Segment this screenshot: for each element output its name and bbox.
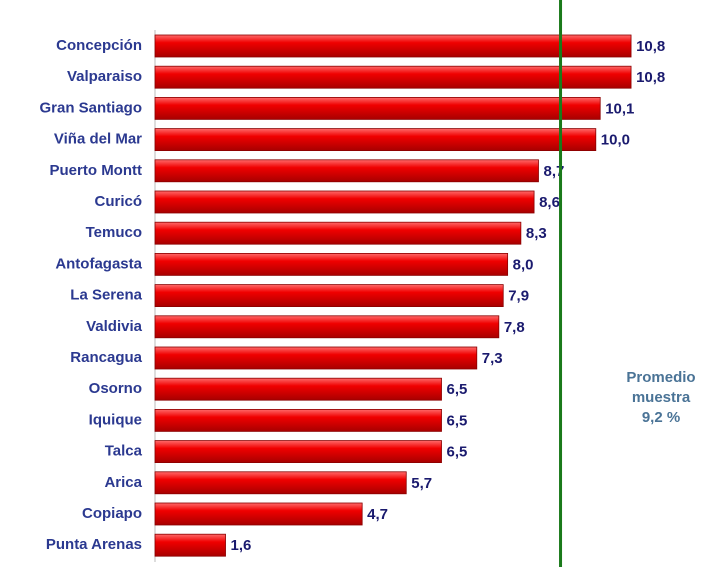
data-label: 7,9 (508, 288, 529, 305)
y-tick-label: Gran Santiago (39, 99, 142, 116)
data-label: 10,0 (601, 132, 630, 149)
data-label: 10,1 (605, 100, 634, 117)
bar (154, 440, 442, 464)
y-tick-label: Concepción (56, 37, 142, 54)
y-tick-label: Valparaiso (67, 68, 142, 85)
data-label: 10,8 (636, 38, 665, 55)
y-tick-label: Arica (104, 474, 142, 491)
y-tick-label: Talca (105, 443, 143, 460)
y-tick-label: Temuco (86, 224, 142, 241)
y-tick-label: Puerto Montt (50, 162, 142, 179)
bar (154, 97, 601, 120)
data-label: 6,5 (447, 381, 468, 398)
y-tick-label: Viña del Mar (54, 131, 142, 148)
data-label: 8,0 (513, 256, 534, 273)
y-tick-label: Antofagasta (55, 255, 142, 272)
bar (154, 252, 509, 276)
y-tick-label: Copiapo (82, 505, 142, 522)
bar (154, 408, 442, 432)
bar (154, 346, 478, 370)
bar (154, 128, 597, 152)
data-label: 6,5 (447, 444, 468, 461)
bar (154, 315, 500, 339)
bar (154, 533, 226, 557)
y-tick-label: La Serena (70, 287, 142, 304)
data-label: 4,7 (367, 506, 388, 523)
bar (154, 502, 363, 526)
data-label: 7,8 (504, 319, 525, 336)
data-label: 8,3 (526, 225, 547, 242)
annotation: Promedio (626, 369, 695, 386)
annotation: 9,2 % (642, 409, 680, 426)
y-tick-label: Iquique (89, 411, 142, 428)
annotation: muestra (632, 389, 691, 406)
bar (154, 190, 535, 214)
bar (154, 284, 504, 308)
y-tick-label: Curicó (94, 193, 142, 210)
bar (154, 471, 407, 495)
bar (154, 221, 522, 245)
data-label: 1,6 (231, 537, 252, 554)
data-label: 5,7 (411, 475, 432, 492)
data-label: 7,3 (482, 350, 503, 367)
y-tick-label: Punta Arenas (46, 536, 142, 553)
bar (154, 34, 632, 58)
bar (154, 65, 632, 89)
data-label: 6,5 (447, 412, 468, 429)
data-label: 8,6 (539, 194, 560, 211)
y-tick-label: Rancagua (70, 349, 142, 366)
y-tick-label: Osorno (89, 380, 142, 397)
bar (154, 377, 442, 401)
bar (154, 159, 539, 183)
data-label: 10,8 (636, 69, 665, 86)
y-tick-label: Valdivia (86, 318, 143, 335)
